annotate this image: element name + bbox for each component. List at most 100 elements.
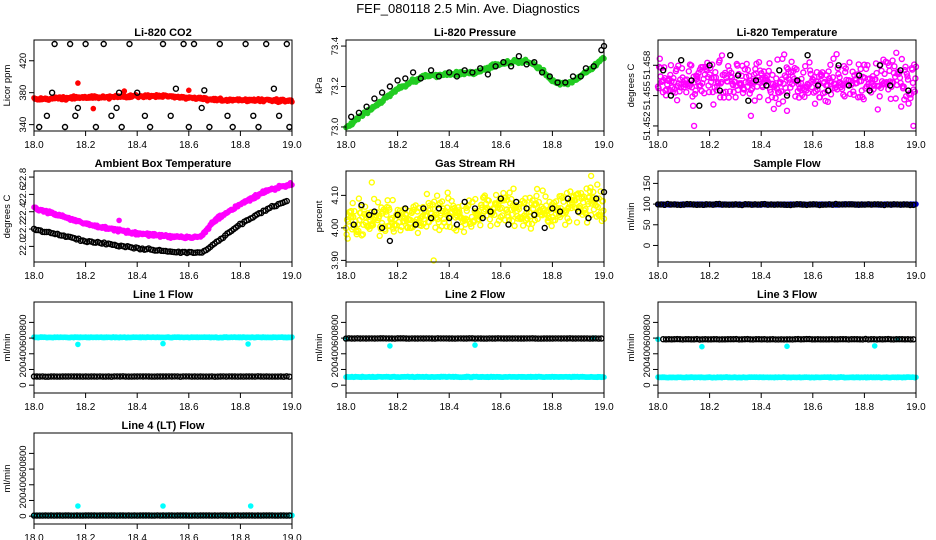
x-tick-label: 18.8: [231, 402, 251, 413]
data-point: [806, 67, 814, 74]
data-point: [763, 82, 770, 89]
data-point: [185, 123, 193, 131]
data-point: [667, 92, 675, 99]
chart-pressure: Li-820 Pressure 18.0 18.2 18.4 18.6 18.8 19.0 7…: [314, 27, 614, 151]
data-point: [904, 76, 912, 83]
data-point: [519, 222, 527, 229]
x-tick-label: 18.2: [76, 140, 96, 151]
data-point: [734, 86, 742, 94]
data-point: [582, 65, 590, 72]
data-point: [715, 80, 722, 87]
data-point: [538, 69, 546, 76]
x-tick-label: 19.0: [594, 140, 614, 151]
data-point: [691, 90, 699, 98]
data-point: [533, 185, 541, 193]
data-point: [48, 89, 56, 96]
data-point: [872, 75, 879, 83]
chart-title: Line 4 (LT) Flow: [122, 420, 205, 432]
data-point: [742, 73, 750, 81]
data-point: [371, 95, 378, 102]
data-point: [186, 87, 192, 94]
data-point: [769, 71, 776, 79]
data-point: [756, 93, 763, 101]
x-tick-label: 18.8: [543, 140, 563, 151]
x-tick-label: 18.0: [24, 402, 44, 413]
y-tick-label: 51.452: [642, 111, 653, 140]
x-tick-label: 18.4: [127, 140, 147, 151]
data-point: [699, 343, 705, 350]
data-point: [900, 83, 907, 90]
data-point: [247, 503, 254, 509]
data-point: [718, 52, 726, 59]
chart-line4-flow: Line 4 (LT) Flow 18.0 18.2 18.4 18.6 18.8 19.0…: [2, 420, 302, 540]
data-point: [539, 187, 546, 194]
data-point: [912, 75, 919, 82]
y-tick-label: 800: [642, 314, 653, 330]
y-tick-label: 380: [18, 85, 29, 101]
data-point: [744, 66, 752, 74]
data-point: [683, 88, 690, 96]
x-tick-label: 18.0: [336, 271, 356, 282]
x-tick-label: 18.4: [751, 140, 771, 151]
data-point: [897, 67, 904, 74]
data-point: [827, 61, 834, 69]
data-point: [784, 89, 791, 96]
x-tick-label: 18.2: [388, 402, 408, 413]
data-point: [245, 341, 251, 347]
data-point: [745, 97, 752, 104]
data-point: [389, 196, 396, 204]
y-tick-label: 51.455: [642, 81, 653, 110]
x-tick-label: 19.0: [282, 533, 302, 540]
x-tick-label: 18.2: [700, 402, 720, 413]
data-point: [905, 100, 912, 107]
y-tick-label: 0: [18, 383, 29, 388]
x-tick-label: 19.0: [594, 402, 614, 413]
data-point: [905, 87, 912, 94]
data-point: [814, 82, 822, 89]
data-point: [542, 193, 549, 200]
data-point: [515, 53, 523, 60]
data-point: [778, 88, 785, 95]
data-point: [180, 40, 187, 48]
data-point: [423, 190, 431, 198]
data-point: [492, 63, 499, 70]
data-point: [911, 88, 918, 95]
y-tick-label: 22.0: [18, 237, 29, 256]
data-point: [386, 237, 394, 245]
y-tick-label: 22.2: [18, 220, 29, 239]
data-point: [384, 197, 391, 204]
data-point: [477, 221, 484, 229]
data-point: [717, 94, 724, 101]
x-tick-label: 19.0: [906, 271, 926, 282]
x-tick-label: 18.6: [803, 402, 823, 413]
data-point: [779, 98, 787, 105]
data-point: [655, 84, 662, 92]
x-tick-label: 18.8: [231, 140, 251, 151]
data-point: [765, 96, 772, 104]
data-point: [573, 219, 581, 226]
y-axis-label: ml/min: [2, 334, 13, 362]
y-tick-label: 800: [18, 314, 29, 330]
data-point: [741, 66, 748, 73]
data-point: [394, 77, 401, 84]
data-point: [811, 100, 819, 107]
x-tick-label: 18.0: [648, 140, 668, 151]
data-point: [695, 69, 702, 77]
data-point: [727, 52, 734, 59]
data-point: [594, 181, 601, 188]
chart-title: Line 1 Flow: [133, 289, 193, 301]
data-point: [523, 61, 530, 68]
y-tick-label: 600: [18, 330, 29, 346]
data-point: [569, 73, 577, 80]
data-point: [781, 51, 788, 58]
series-yellow: [342, 172, 608, 264]
chart-title: Li-820 Temperature: [737, 27, 838, 39]
data-point: [842, 68, 849, 76]
data-point: [732, 94, 739, 101]
series-magenta: [654, 49, 920, 130]
x-tick-label: 18.2: [76, 402, 96, 413]
data-point: [275, 112, 283, 120]
data-point: [688, 62, 695, 69]
data-point: [133, 89, 141, 96]
data-point: [229, 123, 236, 131]
